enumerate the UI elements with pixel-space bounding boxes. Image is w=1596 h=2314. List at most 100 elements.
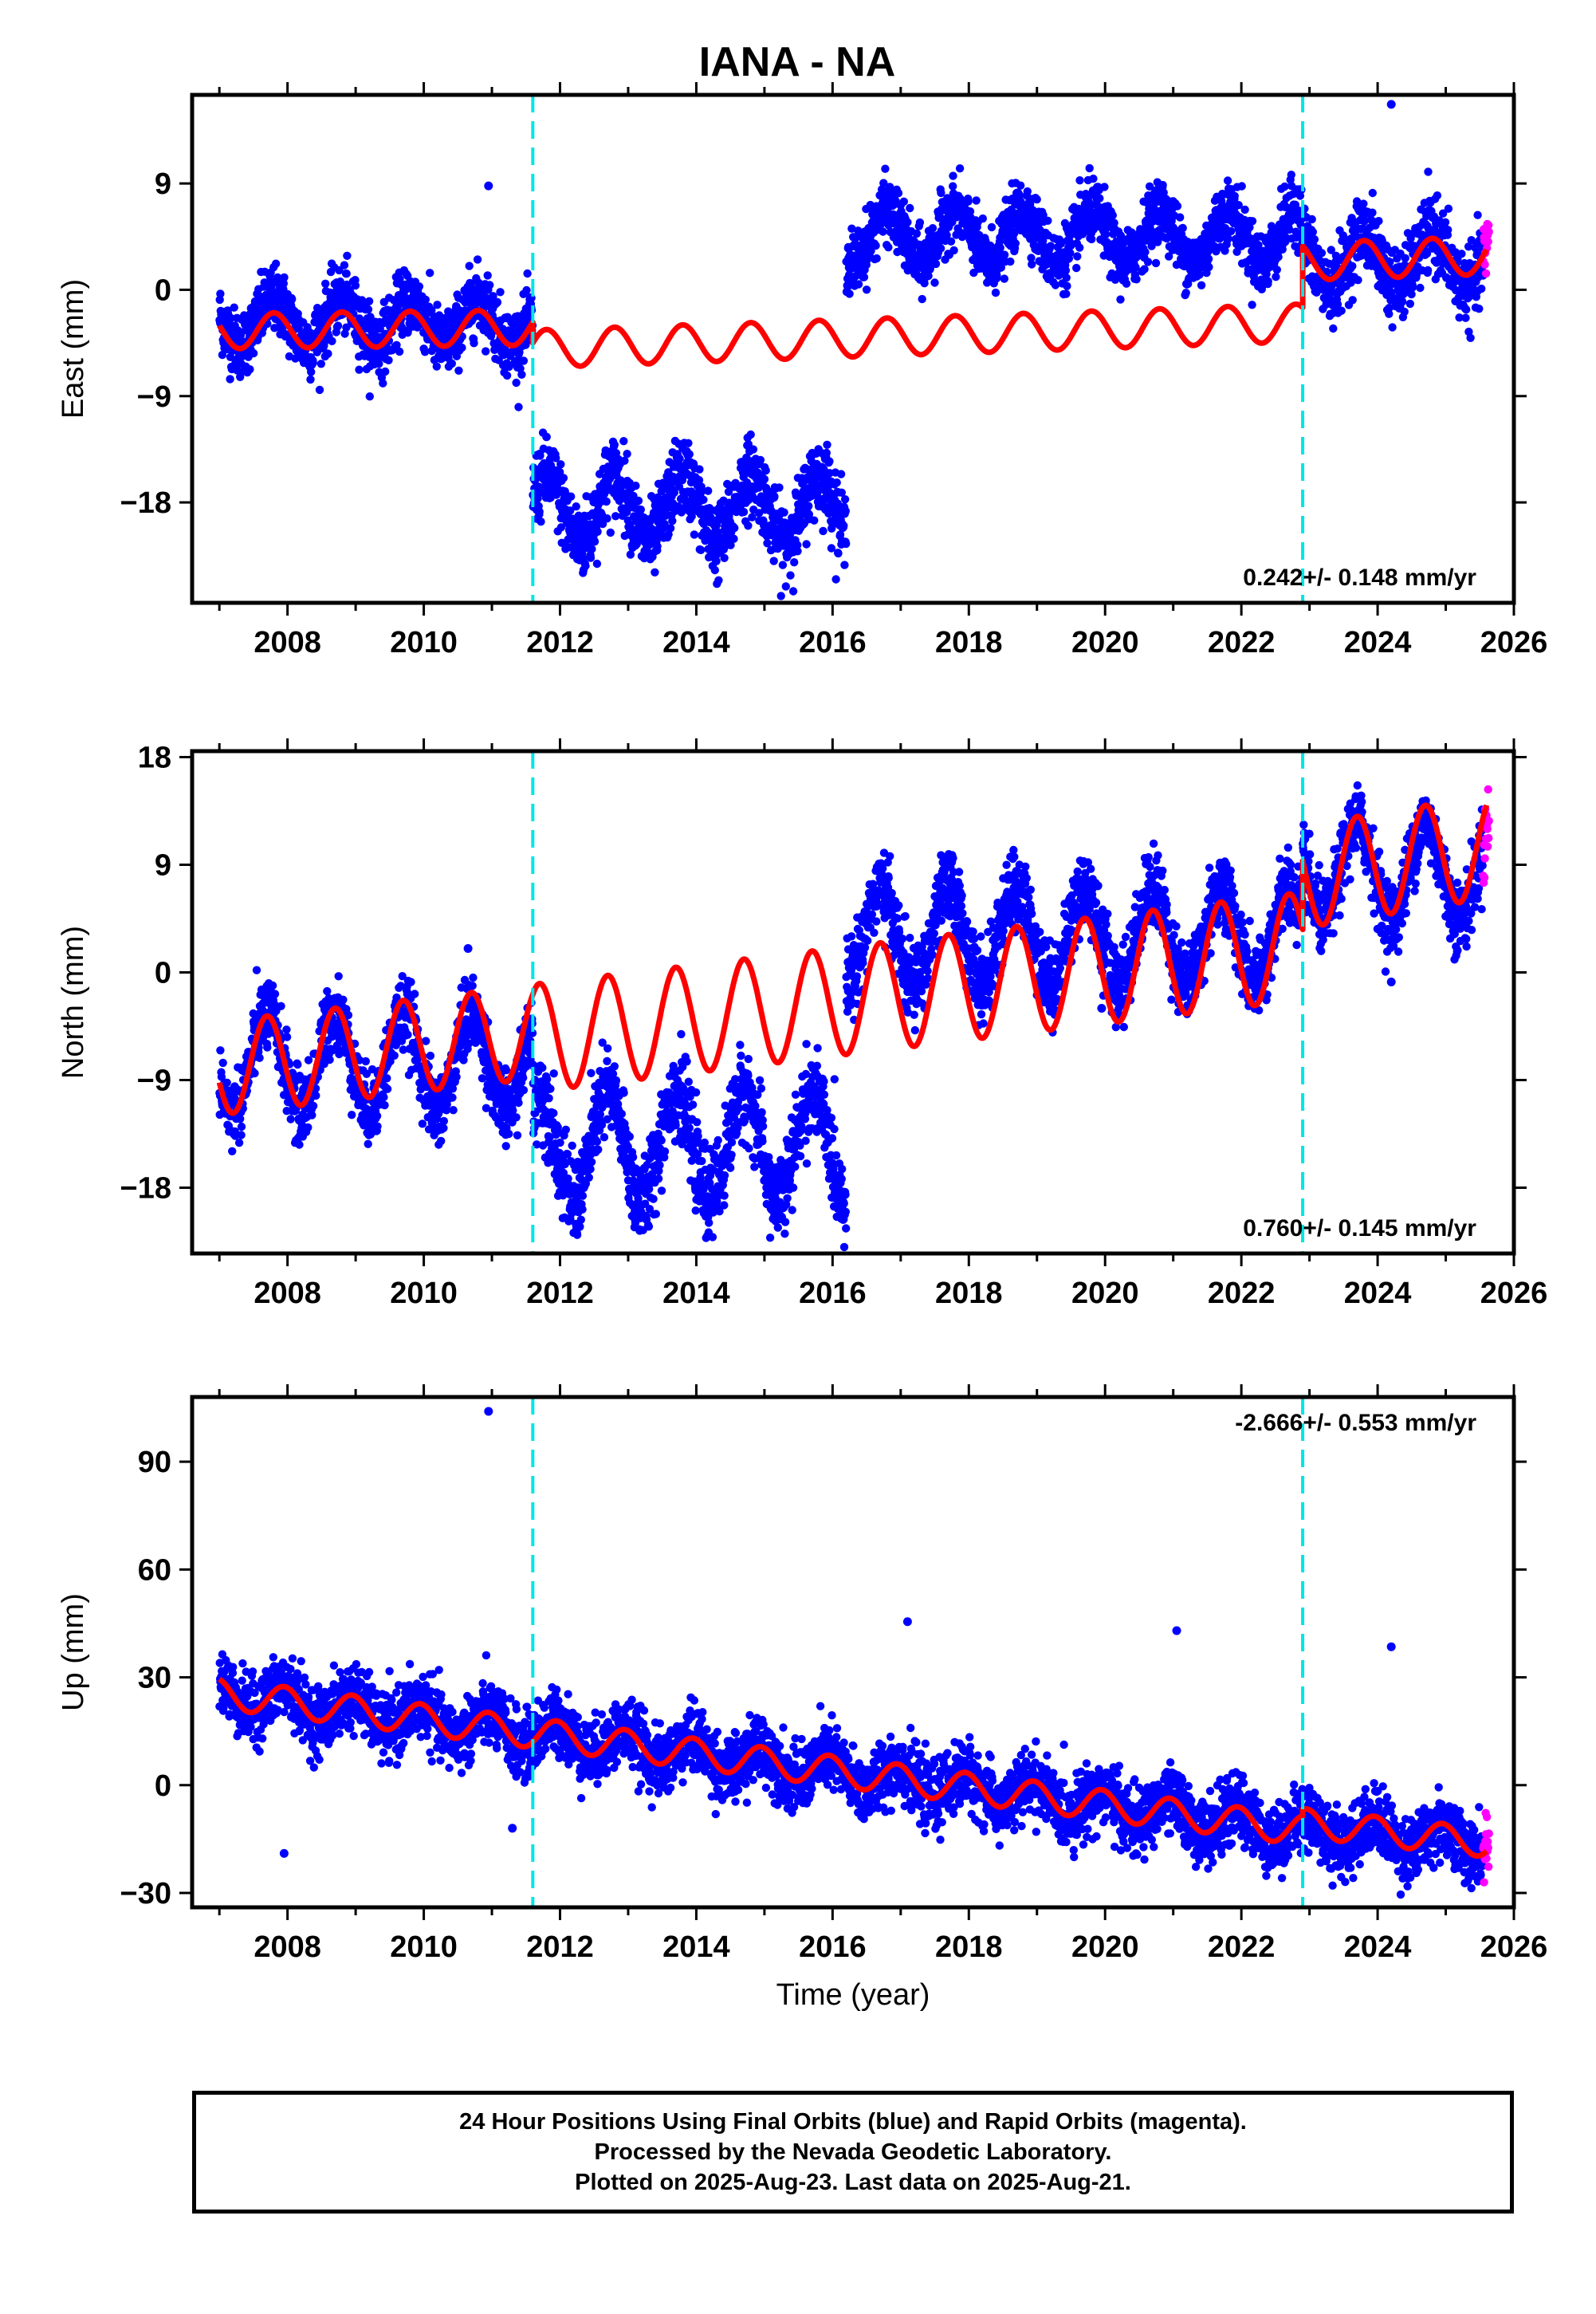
east-final-points <box>215 100 1488 600</box>
final-point <box>1232 247 1241 256</box>
final-point <box>1264 277 1272 285</box>
final-point <box>1388 323 1397 332</box>
final-point <box>342 323 351 332</box>
final-point <box>834 549 843 558</box>
y-tick-label: −18 <box>120 486 171 520</box>
final-point <box>835 530 845 539</box>
final-point <box>871 241 880 250</box>
final-point <box>1267 222 1276 230</box>
final-point <box>517 370 526 379</box>
final-point <box>1354 276 1362 285</box>
y-tick-label: −9 <box>137 380 171 414</box>
final-point <box>1087 234 1096 244</box>
final-point <box>288 295 297 304</box>
y-tick-label: 9 <box>155 167 171 201</box>
final-point <box>228 1147 237 1156</box>
final-point <box>1274 253 1283 262</box>
final-point <box>581 561 590 570</box>
final-point <box>556 523 566 532</box>
final-point <box>392 340 401 349</box>
final-point <box>1011 239 1020 248</box>
final-point <box>620 456 629 465</box>
final-point <box>334 972 343 981</box>
x-tick-label: 2024 <box>1344 626 1412 659</box>
final-point <box>473 255 482 264</box>
final-point <box>1333 300 1342 309</box>
final-point <box>379 379 387 388</box>
final-point <box>1075 176 1084 185</box>
final-point <box>744 521 753 530</box>
final-point <box>1145 182 1154 191</box>
final-point <box>710 565 719 575</box>
final-point <box>237 1131 246 1139</box>
final-point <box>420 348 430 356</box>
final-point <box>894 189 903 198</box>
final-point <box>920 279 929 288</box>
final-point <box>512 378 521 388</box>
final-point <box>1368 188 1378 198</box>
final-point <box>937 188 945 198</box>
final-point <box>1000 274 1009 283</box>
final-point <box>1337 306 1346 315</box>
final-point <box>1385 309 1394 318</box>
final-point <box>619 437 628 446</box>
final-point <box>364 297 374 305</box>
final-point <box>1444 226 1453 234</box>
final-point <box>282 1033 292 1041</box>
final-point <box>1072 263 1081 273</box>
final-point <box>1462 305 1471 314</box>
final-point <box>685 450 694 458</box>
final-point <box>1323 267 1331 277</box>
final-point <box>216 1046 225 1055</box>
final-point <box>931 259 941 269</box>
final-point <box>726 541 735 549</box>
final-point <box>822 448 831 458</box>
final-point <box>1416 283 1425 293</box>
final-point <box>928 224 938 233</box>
final-point <box>964 197 973 206</box>
final-point <box>1062 274 1071 282</box>
final-point <box>1100 183 1109 191</box>
final-point <box>720 553 729 562</box>
final-point <box>651 568 659 577</box>
final-point <box>912 229 922 238</box>
final-point <box>536 451 544 460</box>
final-point <box>699 495 708 504</box>
rapid-point <box>1484 237 1492 246</box>
final-point <box>1280 182 1289 191</box>
final-point <box>447 359 456 368</box>
final-point <box>588 545 596 553</box>
final-point <box>862 285 871 294</box>
final-point <box>695 465 704 474</box>
final-point <box>748 513 757 521</box>
final-point <box>309 1101 318 1111</box>
x-tick-label: 2022 <box>1208 626 1276 659</box>
final-point <box>222 1078 231 1088</box>
final-point <box>1023 187 1032 196</box>
final-point <box>307 368 316 376</box>
x-tick-label: 2018 <box>935 626 1003 659</box>
final-point <box>1046 242 1055 250</box>
final-point <box>730 523 739 533</box>
final-point <box>827 544 836 553</box>
final-point <box>432 362 441 371</box>
final-point <box>1141 247 1150 257</box>
final-point <box>1140 265 1149 274</box>
final-point <box>631 482 640 490</box>
final-point <box>230 303 238 312</box>
final-point <box>924 271 933 281</box>
final-point <box>559 474 568 482</box>
outlier-point <box>484 181 493 191</box>
final-point <box>867 246 875 255</box>
final-point <box>987 222 997 232</box>
final-point <box>465 262 474 270</box>
final-point <box>704 486 713 495</box>
final-point <box>839 521 848 530</box>
final-point <box>523 269 532 278</box>
final-point <box>1062 289 1071 298</box>
final-point <box>1195 270 1204 279</box>
final-point <box>611 512 620 521</box>
final-point <box>879 227 887 236</box>
final-point <box>483 271 492 280</box>
final-point <box>233 366 242 375</box>
